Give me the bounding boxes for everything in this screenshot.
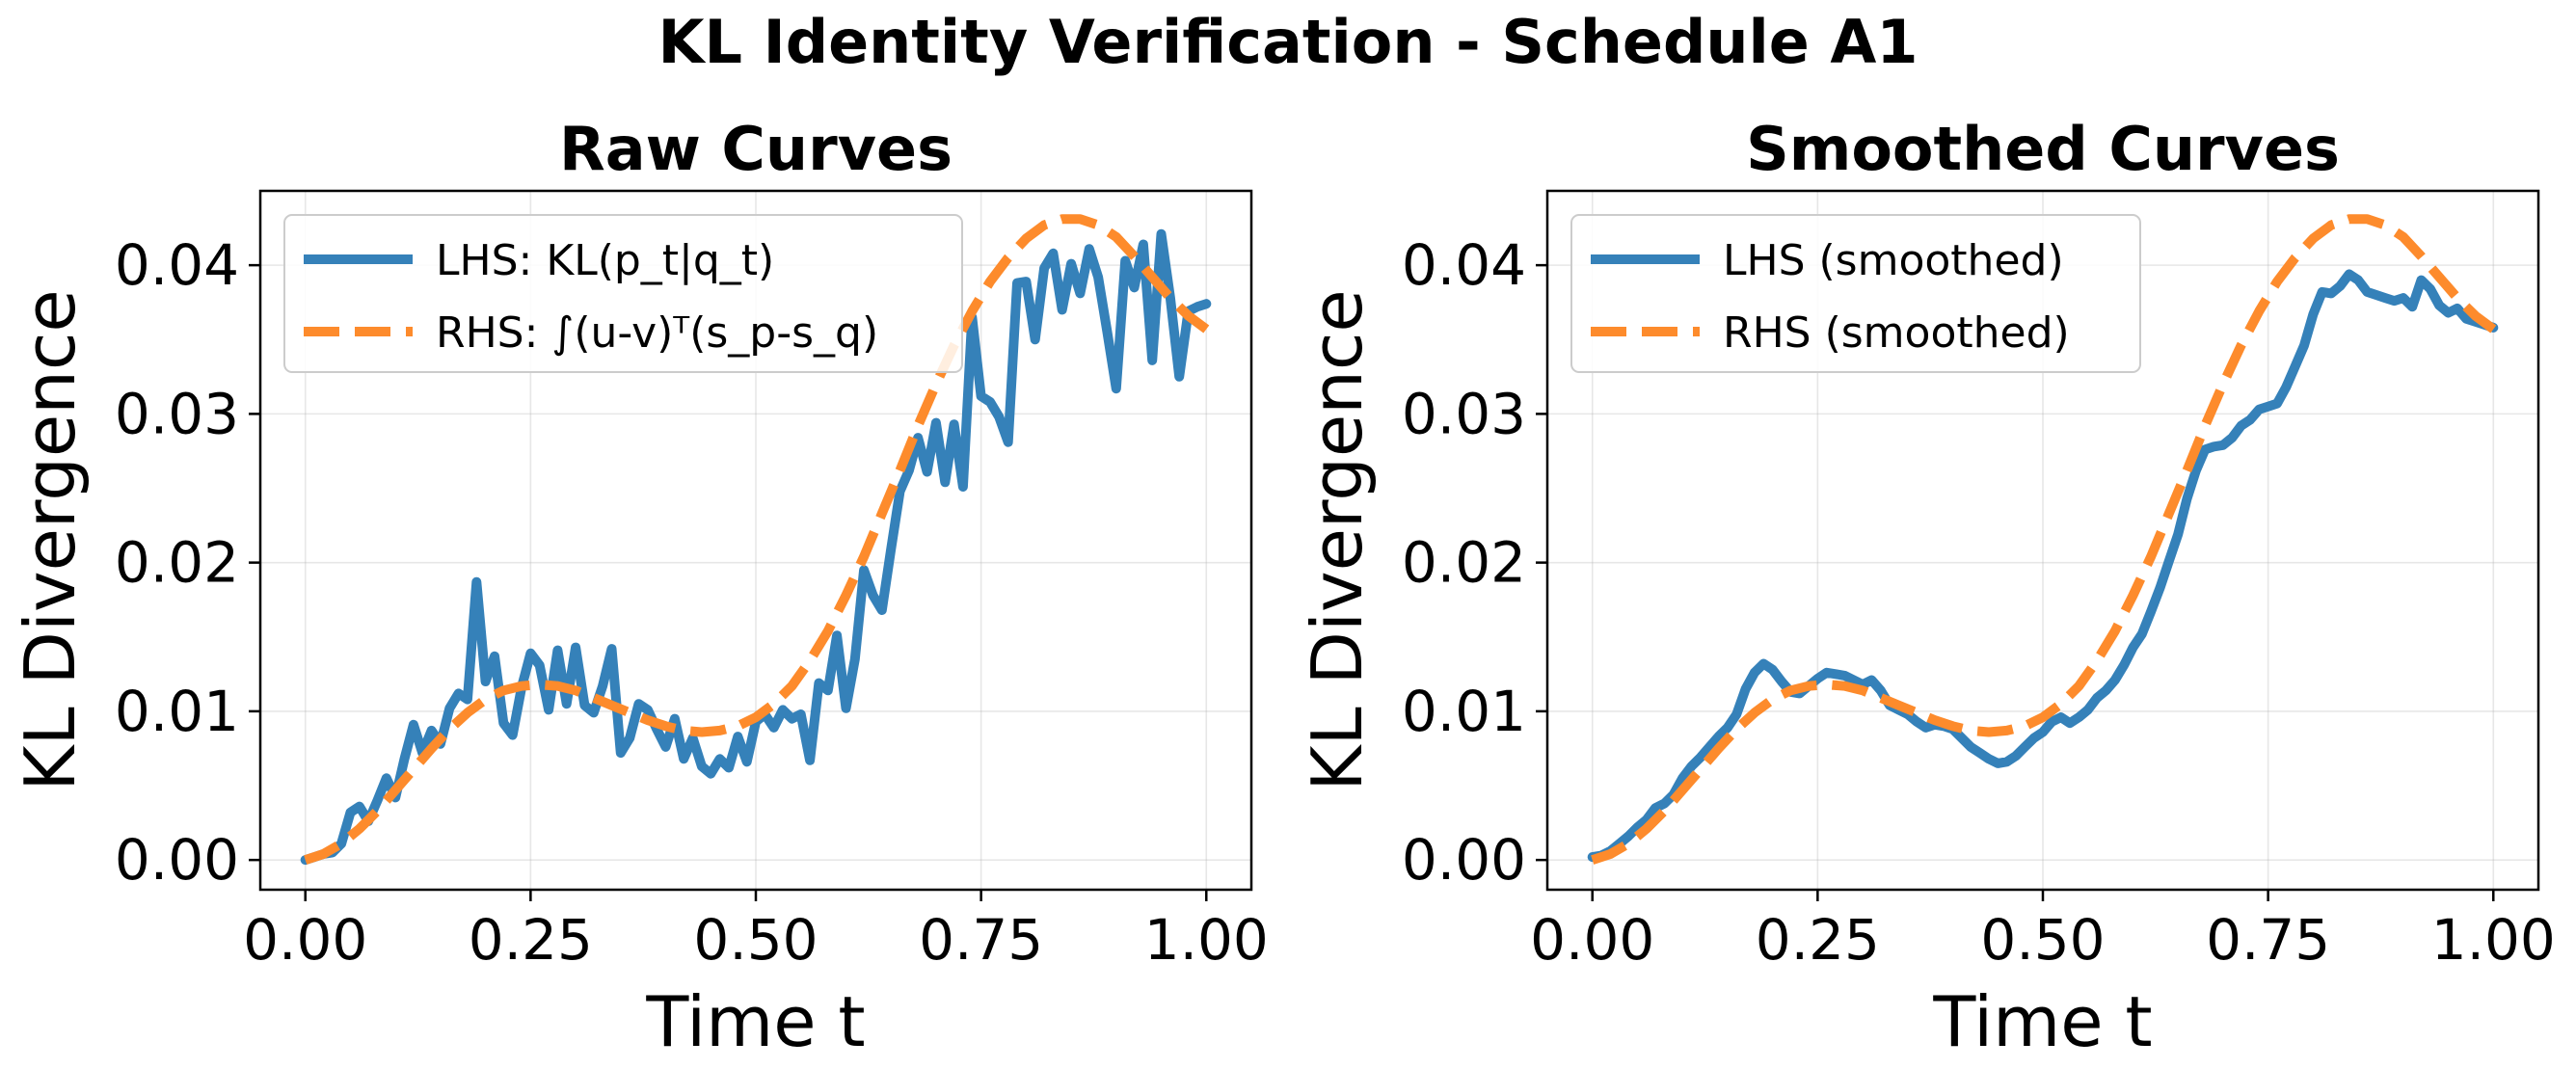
lhs-series-line (1587, 269, 2499, 863)
x-tick-label: 0.50 (1980, 907, 2105, 973)
x-axis-label: Time t (1932, 981, 2152, 1062)
y-tick-label: 0.00 (115, 827, 239, 893)
x-tick-label: 1.00 (1144, 907, 1269, 973)
x-tick-label: 0.25 (469, 907, 593, 973)
panel-title: Smoothed Curves (1746, 114, 2340, 184)
y-tick-label: 0.01 (1402, 679, 1526, 744)
y-tick-label: 0.01 (115, 679, 239, 744)
legend-label: LHS (smoothed) (1723, 236, 2064, 285)
x-tick-label: 0.00 (1530, 907, 1654, 973)
legend: LHS: KL(p_t|q_t) RHS: ∫(u-v)ᵀ(s_p-s_q) (283, 214, 963, 373)
series-lines (1587, 214, 2499, 865)
y-tick-label: 0.03 (1402, 381, 1526, 446)
y-axis-label: KL Divergence (10, 289, 91, 790)
legend-label: LHS: KL(p_t|q_t) (436, 236, 774, 285)
legend-label: RHS: ∫(u-v)ᵀ(s_p-s_q) (436, 308, 878, 358)
x-tick-label: 0.25 (1756, 907, 1880, 973)
y-tick-label: 0.04 (115, 232, 239, 298)
legend-frame (1570, 214, 2141, 373)
x-axis-label: Time t (645, 981, 865, 1062)
x-tick-label: 1.00 (2431, 907, 2556, 973)
y-tick-label: 0.02 (115, 530, 239, 596)
raw-curves-chart: 0.00 0.25 0.50 0.75 1.00 0.00 0.01 0.02 0.03 0.04… (10, 114, 1269, 1062)
legend: LHS (smoothed) RHS (smoothed) (1570, 214, 2141, 373)
x-tick-label: 0.00 (243, 907, 367, 973)
rhs-series-line (1591, 214, 2497, 865)
smoothed-curves-chart: 0.00 0.25 0.50 0.75 1.00 0.00 0.01 0.02 0.03 0.04… (1297, 114, 2556, 1062)
x-tick-label: 0.50 (693, 907, 818, 973)
rhs-series-line (304, 214, 1210, 865)
legend-frame (283, 214, 963, 373)
series-lines (300, 214, 1212, 866)
y-axis-label: KL Divergence (1297, 289, 1378, 790)
x-tick-label: 0.75 (2206, 907, 2330, 973)
legend-label: RHS (smoothed) (1723, 308, 2070, 358)
x-tick-label: 0.75 (919, 907, 1043, 973)
y-tick-label: 0.00 (1402, 827, 1526, 893)
figure-title: KL Identity Verification - Schedule A1 (658, 7, 1919, 77)
y-tick-label: 0.02 (1402, 530, 1526, 596)
panel-title: Raw Curves (559, 114, 953, 184)
y-tick-label: 0.03 (115, 381, 239, 446)
y-tick-label: 0.04 (1402, 232, 1526, 298)
